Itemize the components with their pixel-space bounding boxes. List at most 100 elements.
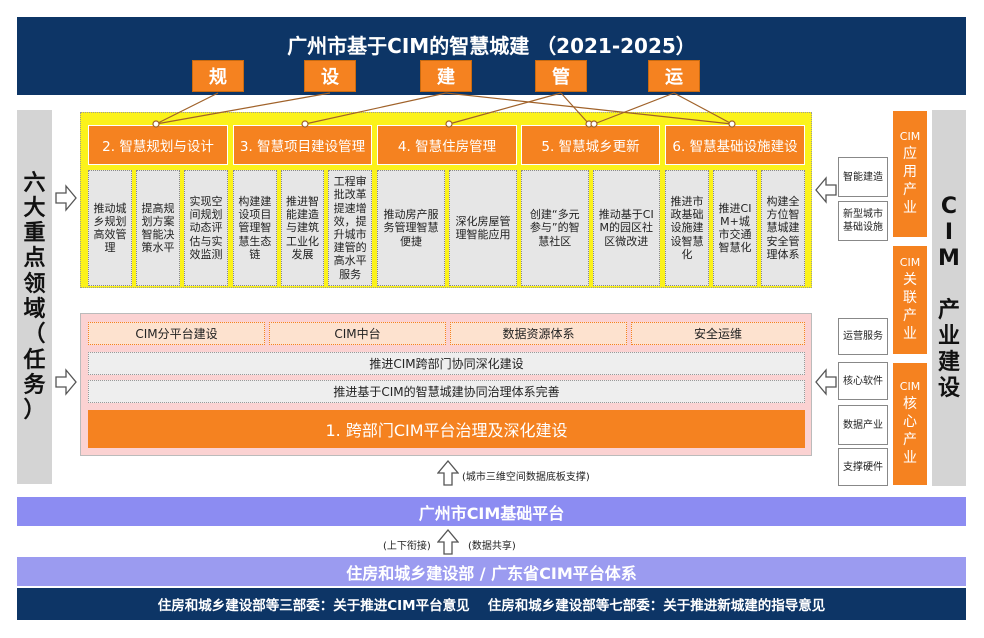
industry-item: 数据产业	[838, 405, 888, 445]
left-label-char: 任	[23, 347, 46, 373]
industry-group-char: 心	[903, 413, 917, 430]
connector-dot	[301, 120, 309, 128]
base-platform-bar: 广州市CIM基础平台	[17, 497, 966, 526]
industry-group-char: 产	[903, 182, 917, 199]
task-item: 深化房屋管理智能应用	[449, 170, 517, 286]
task-item: 推进智能建造与建筑工业化发展	[280, 170, 325, 286]
platform-sub: CIM中台	[269, 322, 446, 345]
letter-build: 建	[420, 60, 472, 92]
support-note: (城市三维空间数据底板支撑)	[462, 472, 590, 483]
industry-group-core: CIM 核心产业	[892, 362, 928, 486]
connector-line	[560, 92, 590, 125]
connector-line	[448, 92, 562, 125]
connector-dot	[152, 120, 160, 128]
header-banner	[17, 17, 966, 95]
industry-group-char: 业	[903, 450, 917, 467]
industry-group-application: CIM 应用产业	[892, 110, 928, 238]
connector-dot	[590, 120, 598, 128]
industry-label-char: C	[940, 194, 958, 219]
industry-item: 支撑硬件	[838, 448, 888, 486]
left-label-char: （	[23, 322, 46, 348]
task-item: 推动房产服务管理智慧便捷	[377, 170, 445, 286]
task-item: 推进CIM+城市交通智慧化	[713, 170, 757, 286]
industry-label-char: 设	[937, 376, 960, 401]
industry-group-char: 产	[903, 308, 917, 325]
task-item: 推动城乡规划高效管理	[88, 170, 132, 286]
industry-group-char: CIM	[899, 130, 921, 144]
letter-design: 设	[304, 60, 356, 92]
industry-group-char: 业	[903, 326, 917, 343]
industry-label-char: 业	[937, 324, 960, 349]
task-header: 2. 智慧规划与设计	[88, 125, 228, 165]
connector-dot	[728, 120, 736, 128]
arrow-right-icon	[55, 184, 77, 212]
industry-group-char: 业	[903, 200, 917, 217]
left-label-char: ）	[23, 398, 46, 424]
task-item: 工程审批改革提速增效，提升城市建管的高水平服务	[328, 170, 372, 286]
connector-line	[155, 92, 331, 125]
arrow-up-icon	[437, 460, 459, 486]
industry-item: 新型城市基础设施	[838, 201, 888, 241]
industry-label-char: I	[944, 220, 954, 245]
connector-line	[673, 92, 733, 125]
platform-sub: 安全运维	[631, 322, 805, 345]
industry-group-char: 联	[903, 289, 917, 306]
letter-operate: 运	[648, 60, 700, 92]
arrow-left-icon	[815, 176, 837, 204]
industry-item: 运营服务	[838, 318, 888, 355]
task-item: 实现空间规划动态评估与实效监测	[184, 170, 228, 286]
link-right-note: (数据共享)	[468, 541, 516, 552]
industry-group-char: CIM	[899, 380, 921, 394]
task-item: 构建建设项目管理智慧生态链	[233, 170, 277, 286]
industry-group-char: 产	[903, 432, 917, 449]
industry-group-char: 核	[903, 395, 917, 412]
platform-main-title: 1. 跨部门CIM平台治理及深化建设	[88, 410, 805, 448]
connector-line	[155, 92, 219, 125]
left-label-char: 重	[23, 221, 46, 247]
industry-label-char: M	[938, 246, 960, 271]
left-label-char: 大	[23, 195, 46, 221]
page-title: 广州市基于CIM的智慧城建 （2021-2025）	[287, 34, 696, 58]
arrow-left-icon	[815, 368, 837, 396]
left-label-char: 点	[23, 246, 46, 272]
task-item: 提高规划方案智能决策水平	[136, 170, 180, 286]
arrow-up-icon	[437, 529, 459, 555]
arrow-right-icon	[55, 368, 77, 396]
industry-item: 核心软件	[838, 362, 888, 400]
platform-sub: 数据资源体系	[450, 322, 627, 345]
task-item: 创建“多元参与”的智慧社区	[521, 170, 589, 286]
connector-line	[593, 92, 675, 125]
left-label-char: 六	[23, 170, 46, 196]
policy-bar: 住房和城乡建设部等三部委：关于推进CIM平台意见 住房和城乡建设部等七部委：关于…	[17, 588, 966, 620]
industry-group-char: 应	[903, 145, 917, 162]
connector-lines	[152, 92, 736, 128]
industry-group-char: CIM	[899, 256, 921, 270]
letter-manage: 管	[535, 60, 587, 92]
task-item: 推进市政基础设施建设智慧化	[665, 170, 709, 286]
industry-group-char: 用	[903, 163, 917, 180]
industry-label-char: 产	[937, 298, 960, 323]
letter-plan: 规	[192, 60, 244, 92]
connector-line	[304, 92, 447, 125]
link-left-note: (上下衔接)	[383, 541, 431, 552]
platform-sub: CIM分平台建设	[88, 322, 265, 345]
left-label-char: 域	[23, 297, 46, 322]
task-item: 构建全方位智慧城建安全管理体系	[761, 170, 805, 286]
left-label-char: 务	[23, 372, 46, 398]
task-header: 5. 智慧城乡更新	[521, 125, 660, 165]
industry-label-char: 建	[937, 350, 960, 375]
connector-dot	[445, 120, 453, 128]
task-item: 推动基于CIM的园区社区微改进	[592, 170, 660, 286]
industry-group-char: 关	[903, 271, 917, 288]
left-label: 六大重点领域（任务）	[17, 110, 52, 484]
industry-item: 智能建造	[838, 157, 888, 197]
platform-row: 推进CIM跨部门协同深化建设	[88, 352, 805, 375]
task-header: 4. 智慧住房管理	[377, 125, 517, 165]
provincial-bar: 住房和城乡建设部 / 广东省CIM平台体系	[17, 557, 966, 586]
platform-row: 推进基于CIM的智慧城建协同治理体系完善	[88, 380, 805, 403]
task-header: 6. 智慧基础设施建设	[665, 125, 805, 165]
connector-line	[445, 92, 733, 125]
left-label-char: 领	[23, 271, 46, 297]
industry-group-related: CIM 关联产业	[892, 245, 928, 355]
